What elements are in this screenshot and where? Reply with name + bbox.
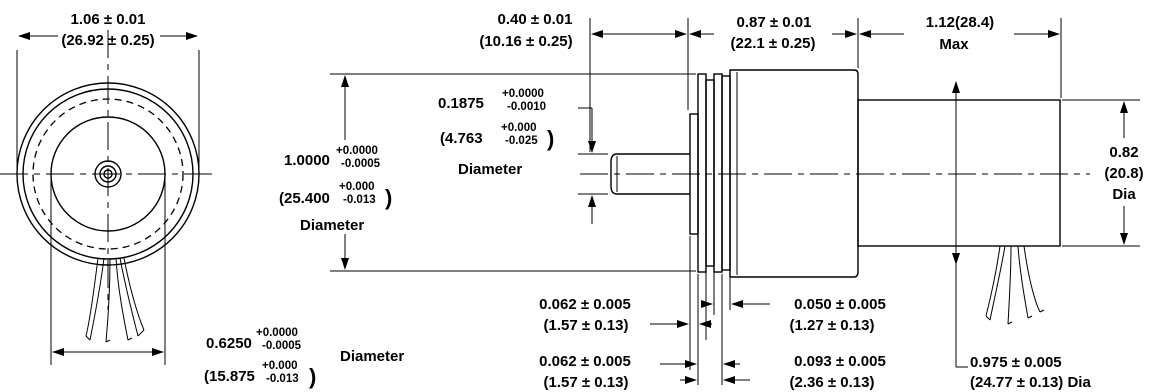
shaft-dia-tol-minus: -0.0010 bbox=[507, 101, 546, 113]
bolt-circle-metric-tol-plus: +0.000 bbox=[262, 360, 298, 372]
flange-d-value: 0.093 ± 0.005 bbox=[794, 353, 886, 370]
flange-plate-c bbox=[713, 73, 723, 273]
flange-b-value: 0.050 ± 0.005 bbox=[794, 296, 886, 313]
flange-d-metric: (2.36 ± 0.13) bbox=[790, 374, 875, 391]
rear-length-max: Max bbox=[939, 36, 969, 53]
body-length-label: 0.87 ± 0.01 bbox=[737, 14, 812, 31]
bolt-circle-diameter-label: Diameter bbox=[340, 348, 404, 365]
bolt-circle-metric-tol-minus: -0.013 bbox=[266, 373, 299, 385]
shaft-dia-metric-close: ) bbox=[547, 126, 554, 151]
side-view: 0.40 ± 0.01 (10.16 ± 0.25) 0.87 ± 0.01 (… bbox=[279, 11, 1144, 391]
motor-body bbox=[729, 69, 859, 278]
flange-plate-d bbox=[721, 75, 731, 271]
shaft-dia-tol-plus: +0.0000 bbox=[502, 88, 544, 100]
shaft-dia-metric-tol-minus: -0.025 bbox=[505, 135, 538, 147]
pilot-dia-diameter-label: Diameter bbox=[300, 217, 364, 234]
front-outer-ring-circle bbox=[22, 88, 194, 260]
front-hidden-circle bbox=[32, 98, 184, 250]
flange-c-value: 0.062 ± 0.005 bbox=[539, 353, 631, 370]
shaft-dia-metric-nominal: (4.763 bbox=[440, 130, 483, 147]
rear-dia-value: 0.82 bbox=[1109, 144, 1138, 161]
front-overall-dia-label: 1.06 ± 0.01 bbox=[71, 11, 146, 28]
bolt-circle-metric-nominal: (15.875 bbox=[204, 368, 255, 385]
front-shaft-outer-circle bbox=[94, 160, 122, 188]
pilot-dia-metric-tol-plus: +0.000 bbox=[339, 181, 375, 193]
body-length-metric: (22.1 ± 0.25) bbox=[731, 35, 816, 52]
rear-dia-label: Dia bbox=[1112, 186, 1136, 203]
bolt-circle-tol-minus: -0.0005 bbox=[262, 340, 302, 352]
shaft bbox=[610, 153, 690, 195]
bolt-circle-tol-plus: +0.0000 bbox=[256, 327, 298, 339]
front-bolt-circle bbox=[50, 116, 166, 232]
pilot-dia-tol-minus: -0.0005 bbox=[341, 158, 381, 170]
body-dia-value: 0.975 ± 0.005 bbox=[970, 354, 1062, 371]
body-dia-metric: (24.77 ± 0.13) Dia bbox=[970, 374, 1091, 391]
pilot-dia-metric-close: ) bbox=[385, 185, 392, 210]
front-overall-dia-metric: (26.92 ± 0.25) bbox=[61, 32, 154, 49]
bolt-circle-nominal: 0.6250 bbox=[206, 335, 252, 352]
bolt-circle-metric-close: ) bbox=[309, 364, 316, 389]
front-shaft-center-circle bbox=[103, 169, 113, 179]
flange-width-label: 0.40 ± 0.01 bbox=[498, 11, 573, 28]
front-view: 1.06 ± 0.01 (26.92 ± 0.25) 0.6250 +0.000… bbox=[0, 11, 404, 389]
flange-a-metric: (1.57 ± 0.13) bbox=[544, 317, 629, 334]
flange-plate-a bbox=[697, 73, 707, 273]
flange-plate-b bbox=[705, 79, 715, 267]
rear-housing bbox=[857, 99, 1061, 247]
pilot-dia-tol-plus: +0.0000 bbox=[336, 145, 378, 157]
flange-width-metric: (10.16 ± 0.25) bbox=[479, 33, 572, 50]
front-shaft-inner-circle bbox=[99, 165, 117, 183]
front-lead-wires bbox=[85, 257, 145, 343]
shaft-dia-nominal: 0.1875 bbox=[438, 95, 484, 112]
pilot-dia-metric-tol-minus: -0.013 bbox=[343, 194, 376, 206]
flange-a-value: 0.062 ± 0.005 bbox=[539, 296, 631, 313]
flange-c-metric: (1.57 ± 0.13) bbox=[544, 374, 629, 391]
shaft-dia-metric-tol-plus: +0.000 bbox=[501, 122, 537, 134]
flange-b-metric: (1.27 ± 0.13) bbox=[790, 317, 875, 334]
rear-dia-metric: (20.8) bbox=[1104, 165, 1143, 182]
rear-lead-wires bbox=[985, 245, 1045, 325]
pilot-dia-nominal: 1.0000 bbox=[284, 152, 330, 169]
shaft-dia-diameter-label: Diameter bbox=[458, 161, 522, 178]
rear-length-label: 1.12(28.4) bbox=[926, 14, 994, 31]
pilot-dia-metric-nominal: (25.400 bbox=[279, 190, 330, 207]
